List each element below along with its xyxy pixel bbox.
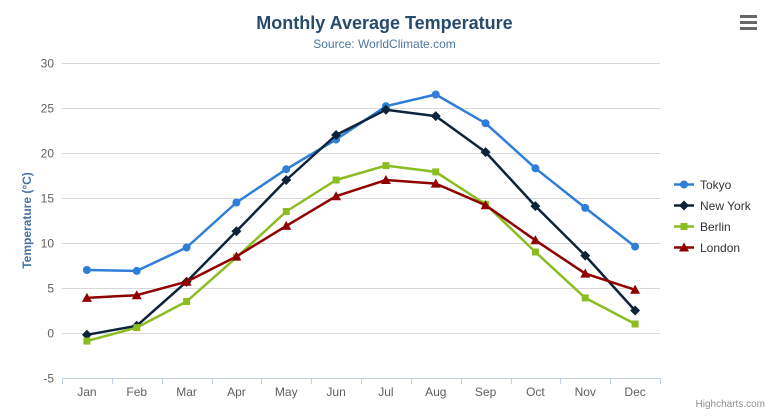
hamburger-icon [739,26,757,30]
legend-label: New York [700,198,751,213]
data-point-marker[interactable] [432,168,440,176]
data-point-marker[interactable] [481,119,490,128]
data-point-marker[interactable] [430,111,441,122]
legend-item-london[interactable]: London [673,237,751,258]
y-axis-title: Temperature (°C) [20,172,34,269]
data-point-marker[interactable] [232,198,241,207]
x-axis-tick-label: Jul [378,385,393,399]
data-point-marker[interactable] [183,298,191,305]
y-axis-tick-label: 25 [41,102,55,116]
y-axis-tick-label: 0 [47,327,54,341]
data-point-marker[interactable] [680,180,688,189]
data-point-marker[interactable] [580,250,591,261]
data-point-marker[interactable] [331,130,342,140]
series-line-london [85,178,637,300]
data-point-marker[interactable] [83,337,91,345]
data-point-marker[interactable] [81,292,92,302]
series-line-berlin [85,164,637,343]
data-point-marker[interactable] [231,226,242,237]
data-point-marker[interactable] [382,162,390,170]
data-point-marker[interactable] [679,200,689,211]
data-point-marker[interactable] [281,175,292,185]
data-point-marker[interactable] [282,165,291,174]
x-axis-tick-label: Mar [176,385,197,399]
x-axis-tick-label: Oct [526,385,545,399]
series-line-tokyo [85,93,637,273]
data-point-marker[interactable] [131,290,142,300]
data-point-marker[interactable] [581,203,590,212]
legend-marker-square-icon [674,223,694,230]
series-tokyo [82,90,640,275]
data-point-marker[interactable] [631,320,639,328]
legend-label: London [700,240,741,255]
legend-item-new-york[interactable]: New York [673,195,751,216]
data-point-marker[interactable] [332,176,340,184]
y-axis-tick-label: 5 [47,282,54,296]
data-point-marker[interactable] [132,266,141,275]
legend-marker-circle-icon [674,180,694,189]
x-axis-tick-label: Jun [326,385,345,399]
data-point-marker[interactable] [430,178,441,188]
legend-marker-triangle-icon [674,242,694,252]
data-point-marker[interactable] [531,248,539,256]
data-point-marker[interactable] [181,276,192,286]
legend: Tokyo New York Berlin London [673,174,751,258]
data-point-marker[interactable] [480,147,491,158]
series-new-york [81,104,641,340]
hamburger-icon [739,20,757,24]
data-point-marker[interactable] [480,200,491,210]
x-axis-tick-label: Sep [475,385,497,399]
data-point-marker[interactable] [630,305,641,316]
context-menu-button[interactable] [736,12,760,32]
data-point-marker[interactable] [530,235,541,245]
data-point-marker[interactable] [679,242,689,252]
x-axis-tick-label: Nov [575,385,596,399]
hamburger-icon [739,14,757,18]
x-axis-tick-label: Aug [425,385,446,399]
data-point-marker[interactable] [282,208,290,215]
legend-item-berlin[interactable]: Berlin [673,216,751,237]
series-london [81,175,641,302]
data-point-marker[interactable] [680,223,688,230]
data-point-marker[interactable] [331,191,342,201]
data-point-marker[interactable] [81,329,92,340]
data-point-marker[interactable] [530,201,541,212]
y-axis-tick-label: 10 [41,237,55,251]
legend-label: Tokyo [700,177,732,192]
data-point-marker[interactable] [581,294,589,302]
x-axis-tick-label: May [275,385,298,399]
data-point-marker[interactable] [630,284,641,294]
data-point-marker[interactable] [133,324,141,332]
data-point-marker[interactable] [380,175,391,184]
data-point-marker[interactable] [182,243,191,252]
x-axis-tick-label: Feb [126,385,147,399]
x-axis-tick-label: Dec [624,385,645,399]
y-axis-tick-label: 20 [41,147,55,161]
y-axis-tick-label: 15 [41,192,55,206]
data-point-marker[interactable] [380,104,391,115]
x-axis-tick-label: Apr [227,385,246,399]
series-line-new-york [85,108,637,337]
x-axis-tick-label: Jan [77,385,96,399]
data-point-marker[interactable] [531,164,540,173]
chart-title: Monthly Average Temperature [256,13,513,33]
chart-subtitle: Source: WorldClimate.com [313,37,456,51]
data-point-marker[interactable] [580,268,591,278]
legend-marker-diamond-icon [674,200,694,211]
data-point-marker[interactable] [631,242,640,251]
data-point-marker[interactable] [431,90,440,99]
y-axis-tick-label: -5 [43,372,54,386]
legend-item-tokyo[interactable]: Tokyo [673,174,751,195]
y-axis-tick-label: 30 [41,57,55,71]
credits-link[interactable]: Highcharts.com [695,399,765,410]
data-point-marker[interactable] [82,266,91,274]
legend-label: Berlin [700,219,731,234]
data-point-marker[interactable] [281,220,292,230]
data-point-marker[interactable] [231,251,242,261]
